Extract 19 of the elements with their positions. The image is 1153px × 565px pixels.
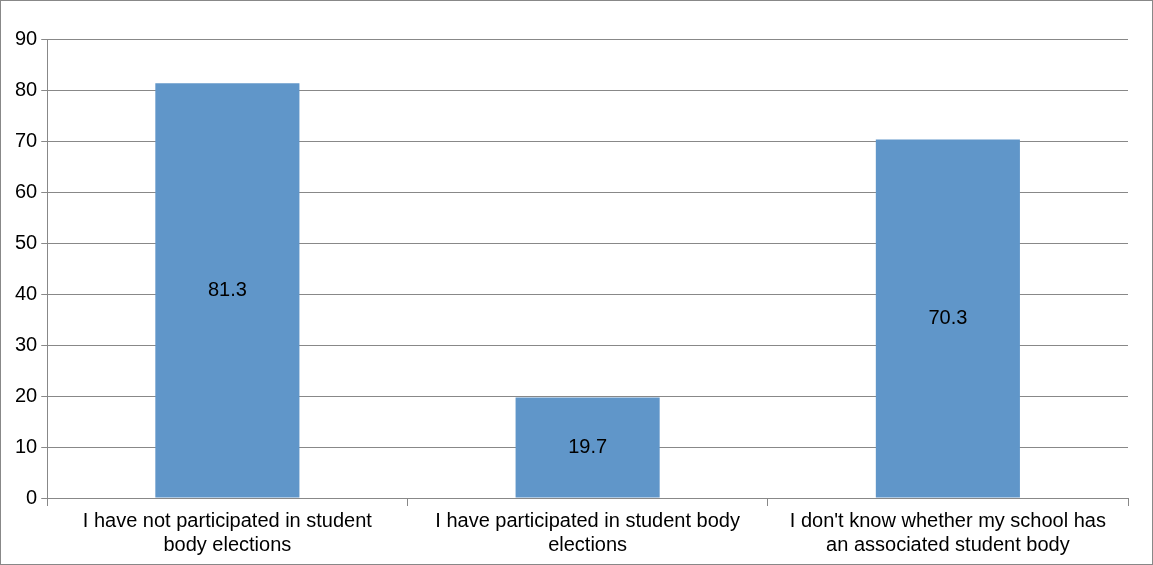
y-tick-label: 50 <box>15 230 38 253</box>
y-tick-label: 60 <box>15 179 38 202</box>
y-tick-label: 10 <box>15 434 38 457</box>
y-tick-label: 0 <box>26 485 38 508</box>
y-tick-label: 30 <box>15 332 38 355</box>
bar <box>155 83 300 498</box>
bar <box>515 397 660 498</box>
x-tick-label: I have not participated in student body elections <box>82 508 373 555</box>
x-tick-label: I don't know whether my school has an associated student body <box>789 508 1106 555</box>
y-tick-label: 20 <box>15 383 38 406</box>
data-label: 19.7 <box>568 435 608 458</box>
data-label: 81.3 <box>207 277 247 300</box>
y-tick-label: 90 <box>15 26 38 49</box>
y-tick-label: 70 <box>15 128 38 151</box>
bar <box>875 139 1020 498</box>
y-tick-label: 80 <box>15 77 38 100</box>
x-tick-label: I have participated in student body elections <box>435 508 740 555</box>
y-tick-label: 40 <box>15 281 38 304</box>
data-label: 70.3 <box>928 306 968 328</box>
